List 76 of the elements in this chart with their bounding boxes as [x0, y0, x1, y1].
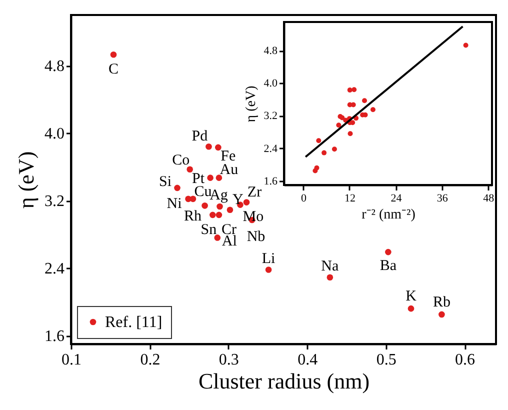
annotation: Nb	[246, 228, 266, 245]
point	[316, 138, 322, 144]
point	[326, 274, 334, 281]
y-tick-label: 2.4	[44, 260, 64, 278]
annotation: Co	[172, 152, 190, 168]
point	[408, 305, 414, 312]
x-tick-label: 12	[344, 192, 356, 204]
point	[348, 131, 353, 136]
x-tick-label: 36	[436, 192, 448, 204]
y-tick-label: 4.0	[264, 78, 278, 90]
point	[463, 42, 468, 48]
point	[185, 196, 192, 202]
x-tick-label: 0	[301, 192, 308, 204]
annotation: Y	[232, 192, 244, 208]
y-tick-label: 2.4	[264, 142, 278, 155]
annotation: Sn	[200, 222, 218, 238]
y-tick-label: 1.6	[44, 328, 64, 346]
annotation: Ni	[166, 196, 182, 212]
annotation: Mo	[242, 208, 264, 225]
annotation: K	[406, 288, 417, 305]
x-axis-title: r⁻² (nm⁻²)	[362, 208, 416, 222]
point	[312, 168, 318, 174]
x-tick-label: 0.4	[298, 352, 318, 368]
y-tick-label: 3.2	[44, 193, 64, 210]
annotation: Pd	[192, 128, 208, 145]
point	[186, 166, 194, 173]
point	[322, 150, 327, 156]
point	[347, 88, 352, 93]
point	[336, 122, 342, 128]
y-tick-label: 3.2	[264, 110, 278, 122]
point	[332, 146, 337, 152]
point	[438, 311, 445, 318]
point	[210, 212, 216, 218]
y-tick-label: 4.0	[44, 126, 64, 143]
point	[216, 203, 223, 210]
x-tick-label: 0.2	[140, 352, 160, 368]
point	[174, 184, 180, 192]
x-tick-label: 0.1	[62, 352, 82, 368]
point	[243, 199, 250, 206]
y-tick-label: 4.8	[264, 45, 278, 58]
y-axis-title: η (eV)	[14, 151, 38, 209]
point	[265, 266, 272, 273]
x-tick-label: 0.6	[455, 352, 476, 368]
annotation: Si	[158, 174, 172, 190]
point	[370, 107, 376, 112]
annotation: Zr	[247, 184, 262, 200]
x-tick-label: 24	[390, 192, 402, 204]
point	[214, 234, 221, 241]
y-tick-label: 4.8	[44, 58, 64, 76]
x-axis-title: Cluster radius (nm)	[198, 368, 370, 394]
annotation: Au	[220, 162, 239, 178]
y-axis-title: η (eV)	[244, 85, 259, 122]
annotation: Na	[321, 258, 340, 274]
annotation: Rb	[432, 294, 450, 310]
point	[385, 248, 392, 256]
annotation: Li	[262, 250, 276, 267]
point	[206, 143, 212, 150]
legend-label: Ref. [11]	[105, 314, 162, 331]
y-tick-label: 1.6	[264, 175, 278, 188]
point	[110, 51, 117, 58]
point	[202, 202, 208, 209]
point	[362, 98, 368, 104]
annotation: Ba	[380, 258, 397, 274]
point	[216, 174, 222, 181]
point	[216, 212, 222, 218]
x-tick-label: 0.5	[376, 352, 396, 368]
point	[352, 87, 357, 92]
x-tick-label: 0.3	[218, 352, 239, 368]
annotation: C	[108, 62, 119, 78]
point	[215, 144, 222, 151]
point	[207, 174, 214, 181]
x-tick-label: 48	[483, 192, 495, 204]
annotation: Fe	[220, 148, 236, 164]
annotation: Pt	[192, 170, 206, 187]
point	[226, 206, 234, 214]
annotation: Rh	[184, 208, 202, 225]
